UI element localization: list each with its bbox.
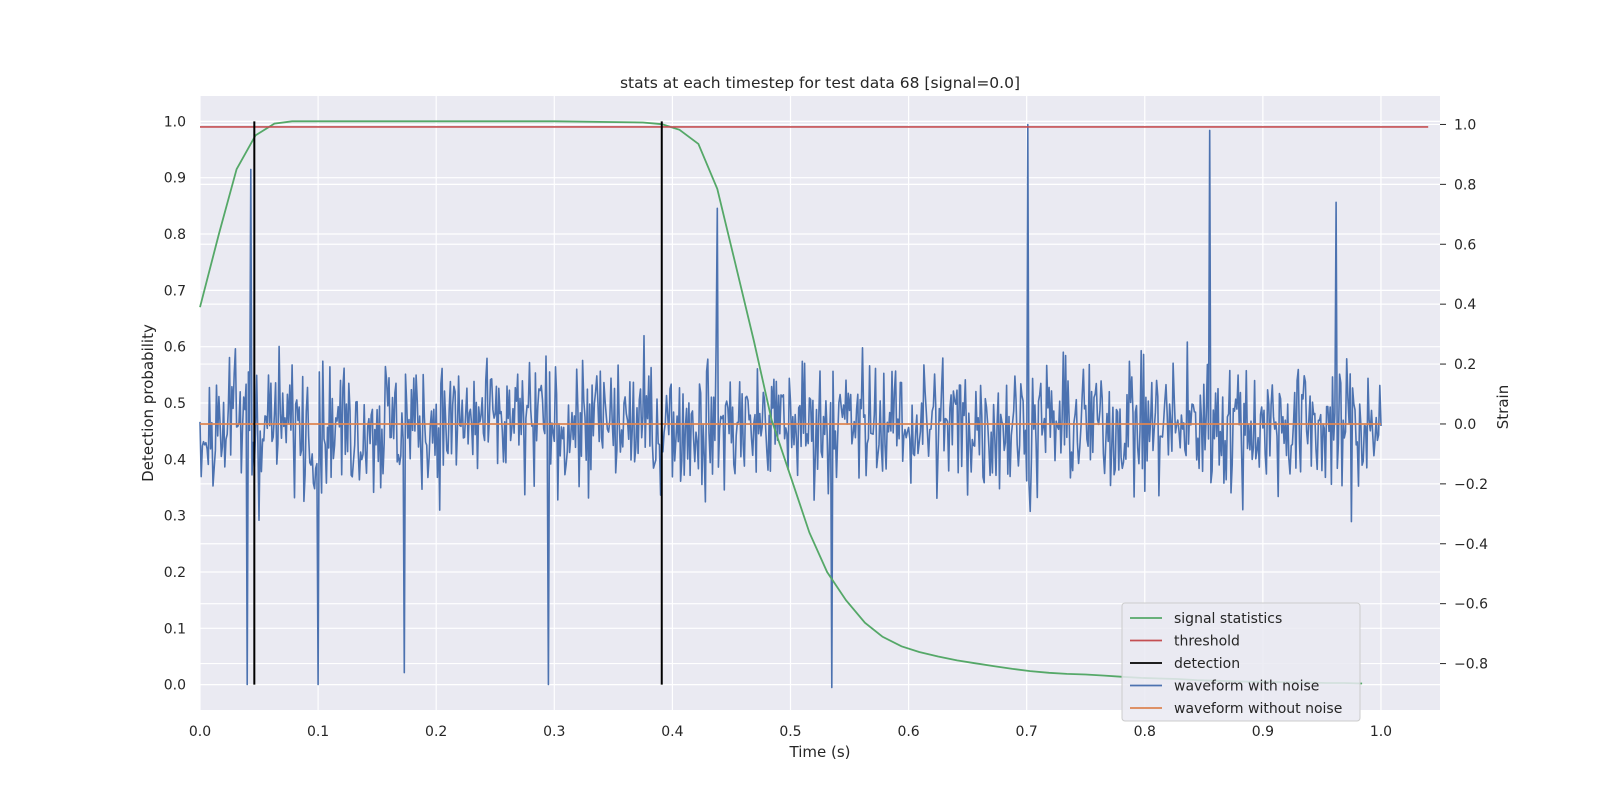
x-tick-label: 0.8 <box>1134 724 1156 740</box>
x-tick-labels: 0.0 0.1 0.2 0.3 0.4 0.5 0.6 0.7 0.8 0.9 1.0 <box>189 724 1392 740</box>
legend-box <box>1121 602 1361 722</box>
y-tick-label: 1.0 <box>164 114 186 130</box>
y2-axis-label: Strain <box>1494 385 1512 429</box>
legend-entry: waveform with noise <box>1174 679 1319 695</box>
y2-tick-label: 0.6 <box>1454 237 1476 253</box>
x-tick-label: 0.0 <box>189 724 211 740</box>
legend: signal statistics threshold detection wavef… <box>1121 602 1361 722</box>
y-tick-label: 0.8 <box>164 227 186 243</box>
legend-entry: detection <box>1174 656 1240 672</box>
y-tick-label: 0.4 <box>164 452 186 468</box>
y2-tick-label: 0.2 <box>1454 357 1476 373</box>
legend-entry: threshold <box>1174 634 1240 650</box>
x-tick-label: 0.7 <box>1016 724 1038 740</box>
y2-tick-label: 0.4 <box>1454 297 1476 313</box>
y2-tick-label: 0.8 <box>1454 177 1476 193</box>
y2-tick-labels: −0.8 −0.6 −0.4 −0.2 0.0 0.2 0.4 0.6 0.8 1.0 <box>1440 117 1488 673</box>
y-tick-label: 0.6 <box>164 340 186 356</box>
y-tick-label: 0.2 <box>164 565 186 581</box>
x-tick-label: 1.0 <box>1370 724 1392 740</box>
x-tick-label: 0.3 <box>543 724 565 740</box>
y2-tick-label: 0.0 <box>1454 417 1476 433</box>
y2-tick-label: −0.2 <box>1454 477 1488 493</box>
y-tick-label: 0.1 <box>164 621 186 637</box>
series-waveform-with-noise <box>199 123 1382 689</box>
x-axis-label: Time (s) <box>789 743 851 761</box>
y2-tick-label: 1.0 <box>1454 117 1476 133</box>
y-axis-label: Detection probability <box>139 324 157 482</box>
y-tick-label: 0.7 <box>164 283 186 299</box>
legend-entry: waveform without noise <box>1174 701 1342 717</box>
chart-title: stats at each timestep for test data 68 … <box>620 74 1020 92</box>
x-tick-label: 0.6 <box>897 724 919 740</box>
y2-tick-label: −0.8 <box>1454 657 1488 673</box>
x-tick-label: 0.2 <box>425 724 447 740</box>
x-tick-label: 0.5 <box>779 724 801 740</box>
x-tick-label: 0.9 <box>1252 724 1274 740</box>
y-tick-label: 0.9 <box>164 171 186 187</box>
grid-y <box>200 120 1440 686</box>
x-tick-label: 0.1 <box>307 724 329 740</box>
y-tick-labels: 0.0 0.1 0.2 0.3 0.4 0.5 0.6 0.7 0.8 0.9 1.0 <box>164 114 186 693</box>
legend-entry: signal statistics <box>1174 611 1282 627</box>
y-tick-label: 0.5 <box>164 396 186 412</box>
x-tick-label: 0.4 <box>661 724 683 740</box>
y2-tick-label: −0.4 <box>1454 537 1488 553</box>
y-tick-label: 0.0 <box>164 678 186 694</box>
y-tick-label: 0.3 <box>164 509 186 525</box>
y2-tick-label: −0.6 <box>1454 597 1488 613</box>
